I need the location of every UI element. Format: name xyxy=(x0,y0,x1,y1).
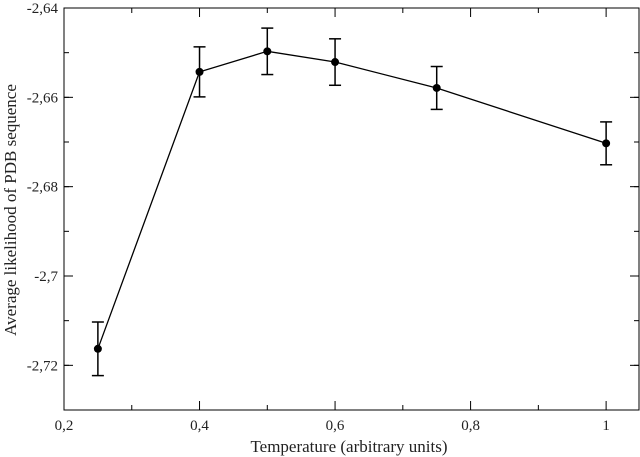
x-tick-label: 0,4 xyxy=(190,418,209,434)
data-point xyxy=(432,83,441,92)
y-axis-label: Average likelihood of PDB sequence xyxy=(1,84,20,336)
series-layer xyxy=(91,27,613,377)
x-tick-label: 0,6 xyxy=(326,418,345,434)
x-tick-label: 0,2 xyxy=(55,418,74,434)
x-axis-label: Temperature (arbitrary units) xyxy=(250,437,447,456)
y-tick-label: -2,64 xyxy=(27,1,59,17)
plot-border xyxy=(63,7,640,411)
data-point xyxy=(93,344,102,353)
tick-labels: 0,2 0,4 0,6 0,8 1 -2,64 -2,66 -2,68 -2,7 -2,72 xyxy=(27,1,610,434)
y-tick-label: -2,72 xyxy=(27,358,58,374)
y-tick-label: -2,66 xyxy=(27,90,59,106)
x-tick-label: 0,8 xyxy=(461,418,480,434)
x-tick-label: 1 xyxy=(602,418,610,434)
plot-area xyxy=(63,7,640,411)
data-point xyxy=(263,47,272,56)
series-line xyxy=(97,50,607,350)
axis-ticks xyxy=(63,7,639,410)
data-point xyxy=(602,139,611,148)
y-tick-label: -2,68 xyxy=(27,180,58,196)
y-tick-label: -2,7 xyxy=(34,269,58,285)
data-point xyxy=(331,58,340,67)
data-point xyxy=(195,67,204,76)
